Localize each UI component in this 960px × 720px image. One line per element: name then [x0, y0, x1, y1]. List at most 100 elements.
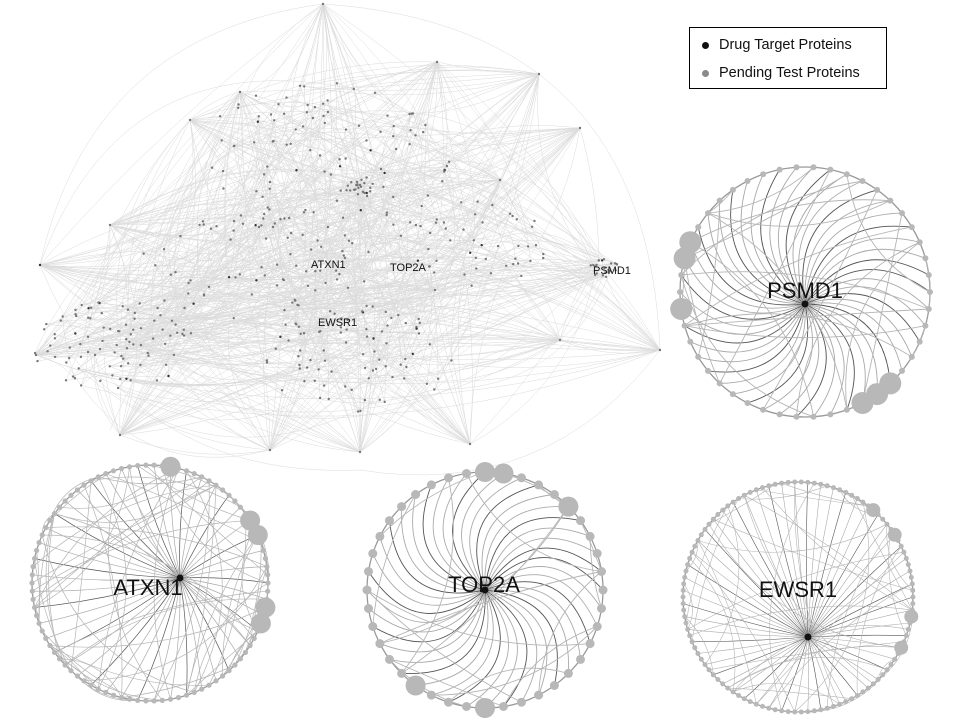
- main-edge: [605, 276, 661, 351]
- main-node: [108, 223, 112, 227]
- subnet-spoke: [807, 498, 858, 638]
- subnet-spoke: [807, 636, 888, 671]
- main-node: [415, 327, 418, 330]
- main-edge: [234, 143, 437, 220]
- main-node: [356, 410, 360, 413]
- main-edge: [239, 91, 285, 219]
- main-label-ewsr1: EWSR1: [318, 317, 357, 329]
- subnet-spoke: [744, 636, 809, 699]
- main-node: [359, 209, 362, 212]
- main-node: [414, 134, 417, 137]
- subnet-node: [592, 622, 602, 631]
- main-edge: [400, 235, 661, 351]
- main-edge: [518, 245, 661, 351]
- main-node: [174, 271, 177, 274]
- subnet-node: [793, 413, 800, 420]
- subnet-node: [695, 353, 702, 360]
- main-edge: [360, 131, 381, 180]
- subnet-spoke: [179, 485, 217, 579]
- main-edge: [39, 188, 270, 266]
- main-edge: [69, 187, 371, 359]
- main-node: [283, 308, 286, 312]
- subnet-edges: [682, 481, 914, 713]
- main-node: [358, 183, 362, 187]
- main-node: [254, 224, 257, 227]
- main-edge: [109, 189, 437, 226]
- subnet-node: [744, 400, 751, 406]
- subnet-edges: [31, 464, 270, 702]
- subnet-node: [898, 543, 904, 549]
- main-node: [607, 268, 610, 272]
- subnet-chord: [54, 590, 268, 653]
- subnet-node: [549, 490, 559, 499]
- subnet-node: [585, 531, 595, 541]
- main-node: [385, 342, 388, 345]
- main-node: [268, 208, 271, 211]
- main-edge: [122, 275, 561, 341]
- main-node: [409, 129, 412, 132]
- main-node: [344, 157, 347, 160]
- subnet-atxn1: [29, 456, 276, 704]
- main-node: [386, 324, 389, 327]
- subnet-node: [237, 504, 243, 510]
- subnet-spoke: [179, 577, 203, 690]
- main-edge: [304, 380, 471, 445]
- subnet-spoke: [121, 468, 181, 579]
- main-edge: [189, 119, 260, 228]
- main-edge: [189, 119, 338, 280]
- main-node: [362, 280, 366, 283]
- main-edge: [119, 318, 137, 436]
- subnet-chord: [781, 482, 869, 507]
- main-edge: [119, 202, 462, 436]
- main-node: [424, 123, 427, 127]
- main-node: [327, 397, 330, 401]
- subnet-chord: [762, 487, 913, 611]
- subnet-node: [698, 656, 704, 662]
- main-edge: [269, 343, 387, 451]
- subnet-spoke: [777, 166, 814, 305]
- subnet-node: [884, 521, 890, 527]
- subnet-spoke: [807, 636, 822, 710]
- main-edge: [109, 224, 142, 329]
- main-node: [602, 258, 606, 261]
- subnet-spoke: [804, 278, 930, 310]
- main-edge: [39, 224, 204, 266]
- main-edge: [403, 378, 471, 445]
- main-node: [314, 270, 317, 273]
- subnet-node: [143, 698, 149, 704]
- main-node: [589, 264, 592, 267]
- subnet-node: [175, 694, 182, 701]
- main-edge: [296, 324, 661, 351]
- main-node: [475, 267, 478, 270]
- main-node: [102, 326, 105, 329]
- subnet-node: [206, 682, 212, 688]
- main-edge: [239, 91, 359, 412]
- main-edge: [202, 221, 661, 351]
- main-edge: [119, 275, 522, 436]
- subnet-node: [903, 555, 909, 561]
- subnet-node: [368, 622, 378, 631]
- subnet-node: [681, 581, 687, 587]
- subnet-spoke: [687, 564, 809, 638]
- main-node: [386, 114, 389, 117]
- subnet-hub-node: [176, 574, 184, 582]
- main-node: [142, 252, 145, 255]
- main-node: [87, 316, 90, 319]
- main-node: [132, 328, 135, 331]
- main-node: [356, 193, 360, 196]
- subnet-node: [558, 496, 579, 517]
- subnet-node: [43, 635, 49, 642]
- subnet-node: [678, 272, 685, 278]
- main-node: [169, 273, 172, 276]
- main-node: [68, 356, 71, 360]
- main-edge: [469, 264, 597, 445]
- main-node: [275, 284, 279, 287]
- main-edge: [434, 127, 581, 273]
- main-edge: [280, 219, 471, 445]
- subnet-spoke: [807, 636, 879, 680]
- main-node: [132, 343, 135, 346]
- subnet-node: [887, 197, 894, 204]
- main-node: [382, 185, 385, 189]
- main-node: [89, 317, 92, 320]
- main-node: [294, 299, 297, 302]
